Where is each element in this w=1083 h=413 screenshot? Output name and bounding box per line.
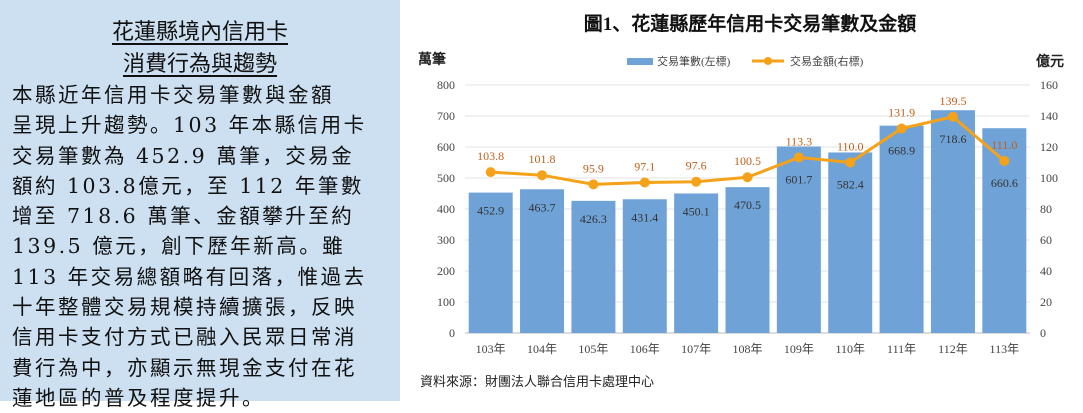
bar-data-label: 431.4 — [631, 210, 658, 224]
x-tick-label: 111年 — [887, 342, 916, 356]
bar-data-label: 426.3 — [580, 212, 607, 226]
line-point — [896, 123, 907, 134]
line-data-label: 103.8 — [477, 149, 504, 163]
body-line: 費行為中，亦顯示無現金支付在花 — [12, 355, 357, 380]
line-data-label: 95.9 — [583, 161, 604, 175]
summary-panel: 花蓮縣境內信用卡 消費行為與趨勢 本縣近年信用卡交易筆數與金額呈現上升趨勢。10… — [0, 0, 400, 410]
body-line: 蓮地區的普及程度提升。 — [12, 385, 265, 410]
left-tick-label: 300 — [437, 233, 455, 247]
line-point — [485, 167, 496, 178]
body-line: 交易筆數為 452.9 萬筆，交易金 — [12, 143, 355, 168]
line-data-label: 113.3 — [786, 134, 813, 148]
bar — [879, 125, 924, 334]
line-data-label: 100.5 — [734, 154, 761, 168]
x-tick-label: 104年 — [527, 342, 557, 356]
x-tick-label: 103年 — [476, 342, 506, 356]
line-data-label: 101.8 — [529, 152, 556, 166]
left-tick-label: 600 — [437, 140, 455, 154]
legend-line-marker — [764, 57, 772, 65]
chart: 圖1、花蓮縣歷年信用卡交易筆數及金額萬筆 億元 交易筆數(左標) 交易金額(右標) 0 1… — [400, 0, 1083, 401]
right-tick-label: 120 — [1040, 140, 1058, 154]
panel-body: 本縣近年信用卡交易筆數與金額呈現上升趨勢。103 年本縣信用卡 交易筆數為 452… — [12, 80, 392, 413]
left-tick-label: 500 — [437, 171, 455, 185]
right-tick-label: 80 — [1040, 202, 1052, 216]
chart-title: 圖1、花蓮縣歷年信用卡交易筆數及金額 — [584, 12, 917, 35]
bar-data-label: 450.1 — [683, 204, 710, 218]
body-line: 113 年交易總額略有回落，惟過去 — [12, 264, 367, 289]
panel-title-line-1: 花蓮縣境內信用卡 — [111, 20, 288, 45]
line-point — [691, 176, 702, 187]
line-point — [845, 157, 856, 168]
legend-line-label: 交易金額(右標) — [790, 54, 864, 68]
bar-data-label: 668.9 — [888, 144, 915, 158]
line-point — [999, 155, 1010, 166]
left-tick-label: 0 — [449, 326, 455, 340]
x-tick-label: 106年 — [630, 342, 660, 356]
line-data-label: 111.0 — [991, 138, 1017, 152]
x-tick-label: 108年 — [732, 342, 762, 356]
legend-bar-label: 交易筆數(左標) — [657, 54, 731, 68]
left-tick-label: 200 — [437, 264, 455, 278]
left-tick-label: 700 — [437, 109, 455, 123]
right-tick-label: 0 — [1040, 326, 1046, 340]
body-line: 信用卡支付方式已融入民眾日常消 — [12, 325, 357, 350]
line-data-label: 110.0 — [837, 140, 864, 154]
line-point — [537, 170, 548, 181]
line-point — [639, 177, 650, 188]
bar-data-label: 601.7 — [785, 172, 812, 186]
line-data-label: 97.1 — [634, 159, 655, 173]
panel-title-line-2: 消費行為與趨勢 — [122, 52, 277, 77]
x-tick-label: 110年 — [835, 342, 865, 356]
bar — [828, 152, 873, 333]
left-tick-label: 100 — [437, 295, 455, 309]
bar — [674, 193, 719, 333]
line-point — [588, 179, 599, 190]
bar-data-label: 660.6 — [991, 176, 1018, 190]
bar — [776, 146, 821, 333]
source-note: 資料來源：財團法人聯合信用卡處理中心 — [420, 374, 654, 389]
x-tick-label: 113年 — [990, 342, 1020, 356]
x-tick-label: 107年 — [681, 342, 711, 356]
right-axis-label: 億元 — [1036, 53, 1064, 70]
left-tick-label: 400 — [437, 202, 455, 216]
x-tick-label: 109年 — [784, 342, 814, 356]
bar — [468, 192, 513, 333]
body-line: 十年整體交易規模持續擴張，反映 — [12, 295, 357, 320]
line-data-label: 139.5 — [939, 94, 966, 108]
bar — [725, 187, 770, 333]
left-axis-label: 萬筆 — [418, 51, 446, 68]
bar-data-label: 470.5 — [734, 198, 761, 212]
body-line: 額約 103.8億元，至 112 年筆數 — [12, 173, 364, 198]
body-line: 增至 718.6 萬筆、金額攀升至約 — [12, 204, 355, 229]
bar — [520, 189, 565, 333]
bar — [930, 110, 975, 333]
line-data-label: 131.9 — [888, 106, 915, 120]
bar-data-label: 718.6 — [939, 132, 966, 146]
line-point — [947, 111, 958, 122]
right-tick-label: 100 — [1040, 171, 1058, 185]
line-point — [793, 152, 804, 163]
body-line: 139.5 億元，創下歷年新高。雖 — [12, 234, 346, 259]
bar-data-label: 463.7 — [529, 200, 556, 214]
line-data-label: 97.6 — [686, 159, 707, 173]
body-line: 本縣近年信用卡交易筆數與金額 — [12, 83, 334, 107]
x-tick-label: 112年 — [938, 342, 968, 356]
right-tick-label: 160 — [1040, 78, 1058, 92]
bar — [622, 199, 667, 333]
legend-bar-swatch — [627, 58, 653, 65]
bar — [571, 200, 616, 333]
right-tick-label: 20 — [1040, 295, 1052, 309]
body-line: 呈現上升趨勢。103 年本縣信用卡 — [12, 113, 367, 138]
right-tick-label: 140 — [1040, 109, 1058, 123]
line-point — [742, 172, 753, 183]
bar-data-label: 452.9 — [477, 204, 504, 218]
bar-data-label: 582.4 — [837, 178, 864, 192]
right-tick-label: 40 — [1040, 264, 1052, 278]
left-tick-label: 800 — [437, 78, 455, 92]
right-tick-label: 60 — [1040, 233, 1052, 247]
x-tick-label: 105年 — [578, 342, 608, 356]
